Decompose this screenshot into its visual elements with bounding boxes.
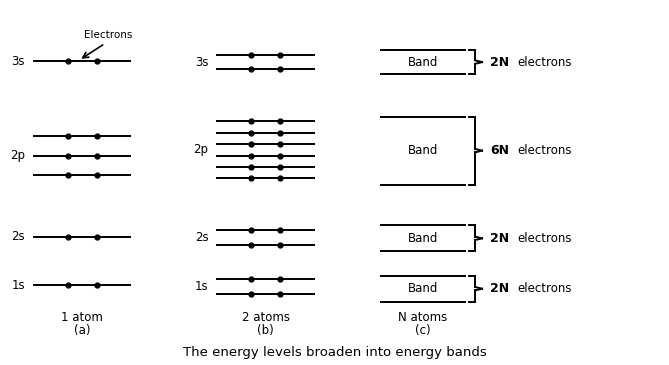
Text: Band: Band: [408, 232, 438, 245]
Text: 2N: 2N: [490, 55, 509, 69]
Text: (a): (a): [74, 324, 90, 337]
Text: Band: Band: [408, 144, 438, 157]
Text: electrons: electrons: [517, 55, 572, 69]
Text: 2s: 2s: [11, 230, 25, 243]
Text: 1 atom: 1 atom: [61, 311, 103, 324]
Text: 2s: 2s: [195, 231, 209, 244]
Text: 1s: 1s: [11, 279, 25, 292]
Text: 1s: 1s: [195, 280, 209, 293]
Text: 2 atoms: 2 atoms: [242, 311, 290, 324]
Text: (b): (b): [258, 324, 274, 337]
Text: electrons: electrons: [517, 144, 572, 157]
Text: electrons: electrons: [517, 232, 572, 245]
Text: Electrons: Electrons: [84, 30, 132, 40]
Text: 2N: 2N: [490, 282, 509, 295]
Text: Band: Band: [408, 282, 438, 295]
Text: The energy levels broaden into energy bands: The energy levels broaden into energy ba…: [183, 346, 486, 358]
Text: (c): (c): [415, 324, 431, 337]
Text: N atoms: N atoms: [398, 311, 448, 324]
Text: electrons: electrons: [517, 282, 572, 295]
Text: 2p: 2p: [10, 149, 25, 162]
Text: 2p: 2p: [193, 143, 209, 156]
Text: 6N: 6N: [490, 144, 509, 157]
Text: Band: Band: [408, 55, 438, 69]
Text: 3s: 3s: [195, 55, 209, 69]
Text: 3s: 3s: [11, 55, 25, 68]
Text: 2N: 2N: [490, 232, 509, 245]
